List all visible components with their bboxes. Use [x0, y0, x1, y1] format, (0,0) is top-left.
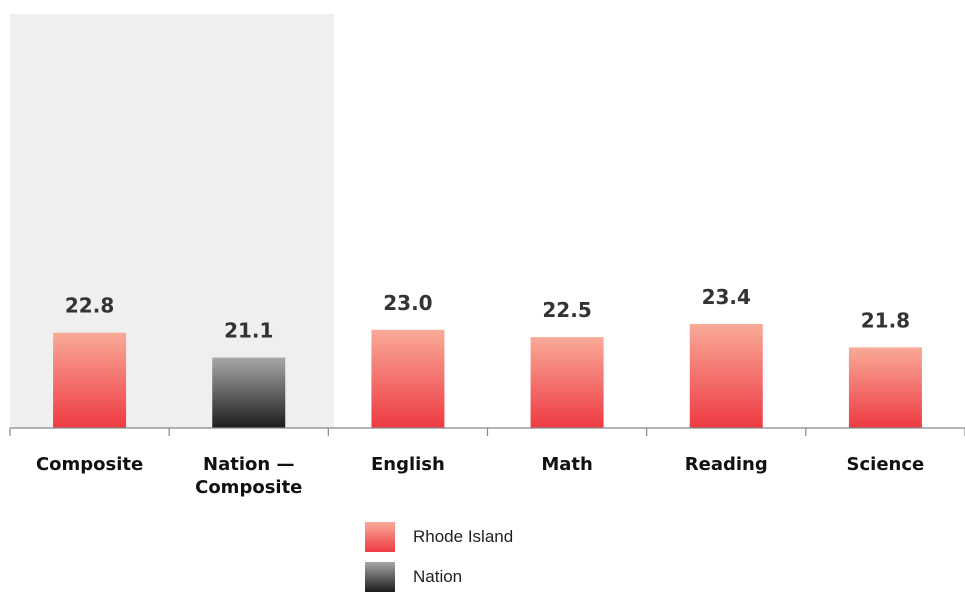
category-label-nation-composite: Nation — Composite — [195, 454, 302, 498]
bar-chart: 22.8 21.1 23.0 22.5 23.4 21.8 Composite Nation… — [9, 14, 965, 498]
value-label-science: 21.8 — [861, 308, 910, 332]
value-label-math: 22.5 — [542, 298, 591, 322]
bar-nation-composite — [212, 357, 286, 428]
bar-science — [848, 347, 922, 428]
bar-reading — [689, 323, 763, 428]
bar-composite — [53, 332, 127, 428]
legend-label-rhode-island: Rhode Island — [413, 527, 514, 546]
legend-swatch-rhode-island — [365, 522, 395, 552]
value-label-english: 23.0 — [383, 291, 432, 315]
value-label-nation-composite: 21.1 — [224, 319, 273, 343]
legend: Rhode Island Nation — [365, 522, 513, 602]
value-label-reading: 23.4 — [702, 285, 751, 309]
legend-label-nation: Nation — [413, 567, 463, 586]
legend-item-rhode-island: Rhode Island — [365, 522, 513, 552]
bar-math — [530, 337, 604, 428]
category-label-english: English — [371, 454, 445, 475]
legend-swatch-nation — [365, 562, 395, 592]
legend-item-nation: Nation — [365, 562, 513, 592]
category-label-math: Math — [541, 454, 592, 475]
category-label-science: Science — [847, 454, 925, 475]
category-label-composite: Composite — [36, 454, 143, 475]
bar-english — [371, 329, 445, 428]
value-label-composite: 22.8 — [65, 294, 114, 318]
category-label-reading: Reading — [685, 454, 768, 475]
